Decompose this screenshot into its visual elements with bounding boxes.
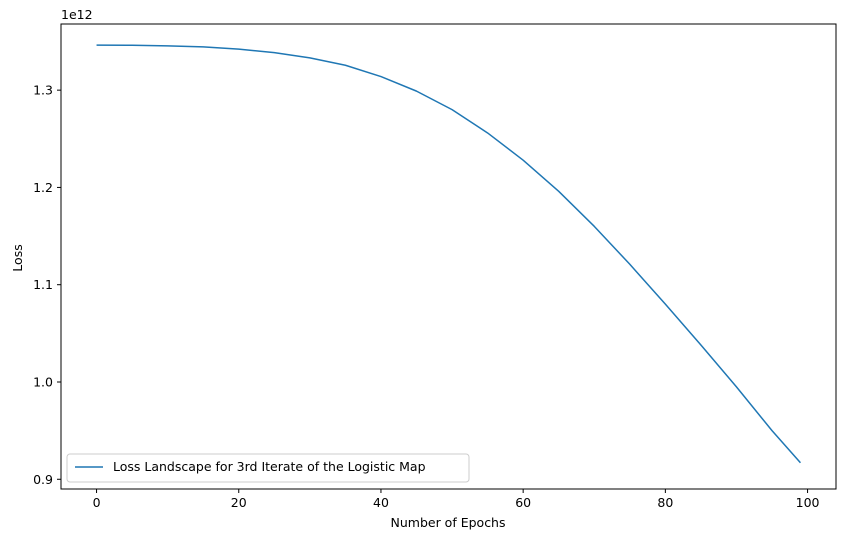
legend: Loss Landscape for 3rd Iterate of the Lo… <box>66 453 470 483</box>
y-axis-ticks: 0.9 1.0 1.1 1.2 1.3 <box>33 83 61 487</box>
plot-area <box>60 23 837 490</box>
x-axis-label: Number of Epochs <box>391 515 506 530</box>
y-tick-label: 1.0 <box>33 374 53 389</box>
y-tick-label: 1.1 <box>33 277 53 292</box>
x-tick-label: 80 <box>657 495 673 510</box>
y-tick-label: 1.3 <box>33 83 53 98</box>
x-tick-label: 40 <box>373 495 389 510</box>
legend-box <box>66 453 470 483</box>
series-line <box>96 44 802 464</box>
y-tick-label: 0.9 <box>33 472 53 487</box>
x-axis-ticks: 0 20 40 60 80 100 <box>93 489 820 510</box>
series-group <box>96 44 802 464</box>
legend-label: Loss Landscape for 3rd Iterate of the Lo… <box>113 459 426 474</box>
y-axis-label: Loss <box>10 244 25 271</box>
y-tick-label: 1.2 <box>33 180 53 195</box>
x-tick-label: 60 <box>515 495 531 510</box>
y-offset-text: 1e12 <box>61 7 93 22</box>
x-tick-label: 100 <box>796 495 820 510</box>
x-tick-label: 20 <box>231 495 247 510</box>
x-tick-label: 0 <box>93 495 101 510</box>
